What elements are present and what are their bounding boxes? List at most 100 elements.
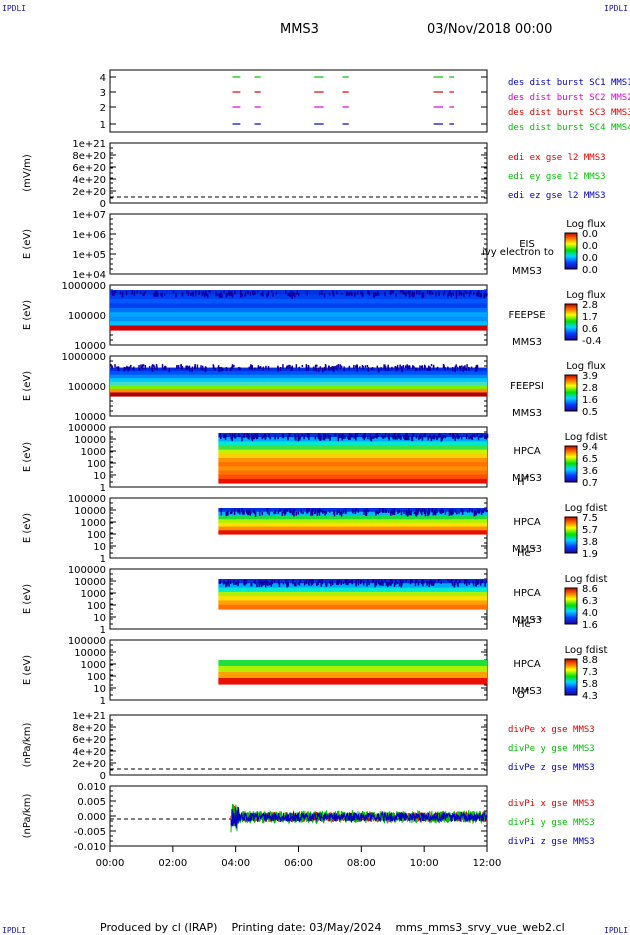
y-tick-label: 0 [100, 771, 106, 782]
panel-label-hpca_he2: MMS3 [512, 615, 542, 626]
heat-noise [345, 580, 348, 585]
heat-noise [282, 433, 284, 438]
x-tick-label: 12:00 [473, 858, 502, 869]
y-tick-label: -0.005 [74, 827, 106, 838]
heat-noise [243, 433, 245, 438]
heat-noise [218, 367, 220, 373]
heat-noise [254, 511, 256, 515]
heat-noise [332, 292, 335, 297]
panel-frame-eis [109, 213, 488, 275]
heat-noise [367, 579, 369, 583]
heat-noise [463, 579, 466, 585]
heat-noise [286, 581, 288, 586]
heat-noise [144, 290, 147, 294]
heat-band [218, 519, 487, 524]
heat-band [218, 445, 487, 451]
heat-noise [314, 364, 317, 369]
legend-divpi: divPi z gse MMS3 [508, 837, 595, 847]
hpca-he-heat [218, 508, 488, 535]
heat-noise [483, 293, 485, 299]
heat-noise [360, 580, 363, 583]
heat-noise [339, 511, 341, 516]
colorbar-feeps_i [564, 374, 578, 412]
heat-noise [461, 365, 463, 368]
heat-noise [217, 366, 220, 369]
heat-noise [356, 366, 359, 372]
heat-noise [229, 580, 232, 584]
heat-band [110, 381, 487, 386]
heat-noise [212, 366, 215, 369]
heat-noise [484, 582, 486, 587]
heat-noise [204, 290, 207, 295]
heat-noise [405, 291, 407, 297]
heat-noise [231, 291, 233, 295]
heat-band [110, 312, 487, 318]
legend-divpi: divPi x gse MMS3 [508, 799, 595, 809]
heat-noise [289, 433, 291, 438]
heat-noise [267, 366, 270, 371]
heat-noise [464, 290, 467, 293]
heat-noise [429, 290, 432, 295]
y-tick-label: 1 [100, 120, 106, 131]
species-label-hpca_h: H [517, 477, 525, 488]
heat-noise [306, 509, 308, 512]
heat-noise [285, 366, 288, 370]
heat-noise [220, 366, 223, 372]
heat-noise [481, 579, 484, 583]
heat-noise [413, 366, 415, 369]
heat-noise [140, 366, 143, 369]
heat-band [218, 678, 487, 685]
heat-noise [423, 508, 426, 512]
heat-noise [241, 436, 243, 442]
heat-noise [306, 290, 308, 296]
heat-noise [220, 508, 223, 512]
panel-label-hpca_o: MMS3 [512, 686, 542, 697]
heat-noise [367, 291, 370, 294]
heat-noise [403, 510, 405, 514]
heat-noise [244, 581, 246, 586]
heat-noise [390, 511, 392, 516]
heat-noise [453, 582, 456, 587]
heat-noise [348, 433, 351, 438]
heat-noise [227, 581, 230, 585]
heat-noise [293, 509, 296, 512]
heat-noise [473, 511, 476, 515]
heat-noise [192, 293, 194, 297]
heat-noise [258, 511, 261, 517]
heat-noise [366, 364, 369, 368]
heat-noise [188, 365, 191, 369]
panel-label-hpca_h: MMS3 [512, 473, 542, 484]
heat-noise [429, 366, 431, 372]
heat-noise [206, 293, 209, 298]
heat-noise [140, 364, 142, 368]
heat-noise [186, 290, 188, 294]
heat-noise [316, 364, 318, 367]
heat-noise [396, 364, 399, 370]
heat-noise [177, 365, 180, 369]
species-label-hpca_he2: He [517, 619, 531, 630]
colorbar-tick-label: 1.9 [582, 549, 598, 560]
heat-noise [394, 365, 397, 369]
heat-noise [176, 365, 178, 369]
heat-noise [268, 511, 270, 516]
legend-burst: des dist burst SC1 MMS1 [508, 78, 630, 88]
heat-noise [308, 433, 310, 436]
y-tick-label: 10000 [74, 341, 106, 352]
heat-noise [471, 508, 474, 513]
heat-noise [437, 579, 440, 583]
heat-noise [289, 364, 291, 368]
y-tick-label: -0.010 [74, 842, 106, 853]
heat-noise [325, 434, 327, 439]
panel-label-feeps_e: FEEPSE [508, 310, 545, 321]
heat-noise [436, 509, 438, 514]
heat-noise [379, 582, 381, 586]
heat-noise [462, 509, 464, 513]
y-tick-label: 4e+20 [72, 747, 106, 758]
panel-label-feeps_e: MMS3 [512, 337, 542, 348]
heat-band [218, 449, 487, 455]
heat-noise [415, 580, 417, 584]
heat-noise [378, 510, 381, 514]
colorbar-tick-label: 1.6 [582, 620, 598, 631]
heat-noise [334, 365, 336, 369]
colorbar-tick-label: 3.9 [582, 371, 598, 382]
